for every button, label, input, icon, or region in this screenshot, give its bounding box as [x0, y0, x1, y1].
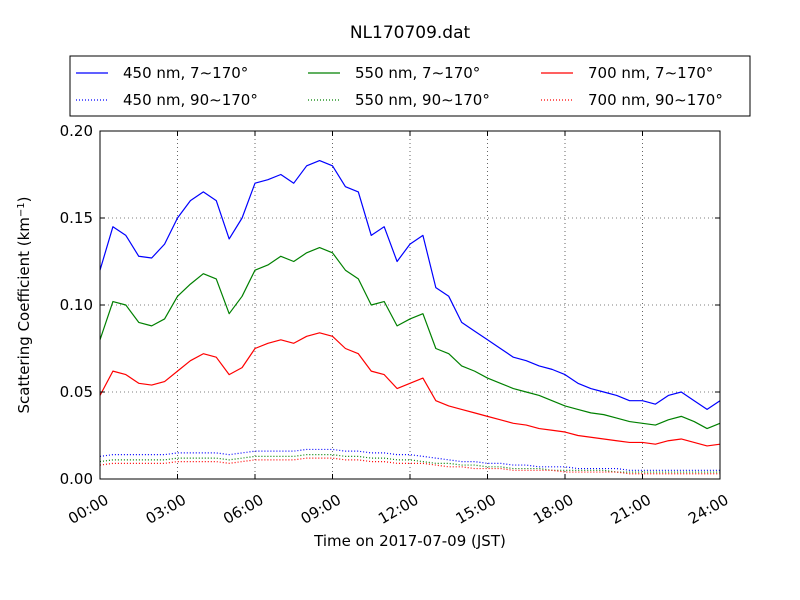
x-tick-label: 03:00 — [143, 491, 189, 528]
y-tick-label: 0.00 — [60, 470, 93, 488]
x-tick-label: 24:00 — [685, 491, 731, 528]
legend-label-1: 450 nm, 90∼170° — [123, 91, 258, 109]
x-tick-label: 15:00 — [453, 491, 499, 528]
y-tick-label: 0.05 — [60, 383, 93, 401]
x-axis-label: Time on 2017-07-09 (JST) — [313, 532, 506, 550]
legend-label-4: 700 nm, 7∼170° — [588, 64, 713, 82]
legend-label-5: 700 nm, 90∼170° — [588, 91, 723, 109]
x-tick-label: 00:00 — [65, 491, 111, 528]
x-tick-label: 06:00 — [220, 491, 266, 528]
series-line-4 — [99, 332, 721, 447]
x-tick-label: 09:00 — [298, 491, 344, 528]
x-tick-label: 18:00 — [530, 491, 576, 528]
legend-label-3: 550 nm, 90∼170° — [355, 91, 490, 109]
series-line-2 — [99, 246, 721, 430]
y-tick-label: 0.20 — [60, 122, 93, 140]
y-tick-label: 0.15 — [60, 209, 93, 227]
legend: 450 nm, 7∼170° 450 nm, 90∼170° 550 nm, 7∼1… — [69, 55, 751, 117]
legend-label-2: 550 nm, 7∼170° — [355, 64, 480, 82]
series-layer — [99, 159, 721, 475]
y-tick-label: 0.10 — [60, 296, 93, 314]
series-line-0 — [99, 159, 721, 410]
y-axis-label: Scattering Coefficient (km−1) — [15, 196, 33, 413]
legend-label-0: 450 nm, 7∼170° — [123, 64, 248, 82]
legend-frame — [69, 55, 751, 117]
grid — [100, 131, 720, 479]
x-tick-label: 21:00 — [608, 491, 654, 528]
x-tick-label: 12:00 — [375, 491, 421, 528]
chart-title: NL170709.dat — [350, 23, 471, 43]
